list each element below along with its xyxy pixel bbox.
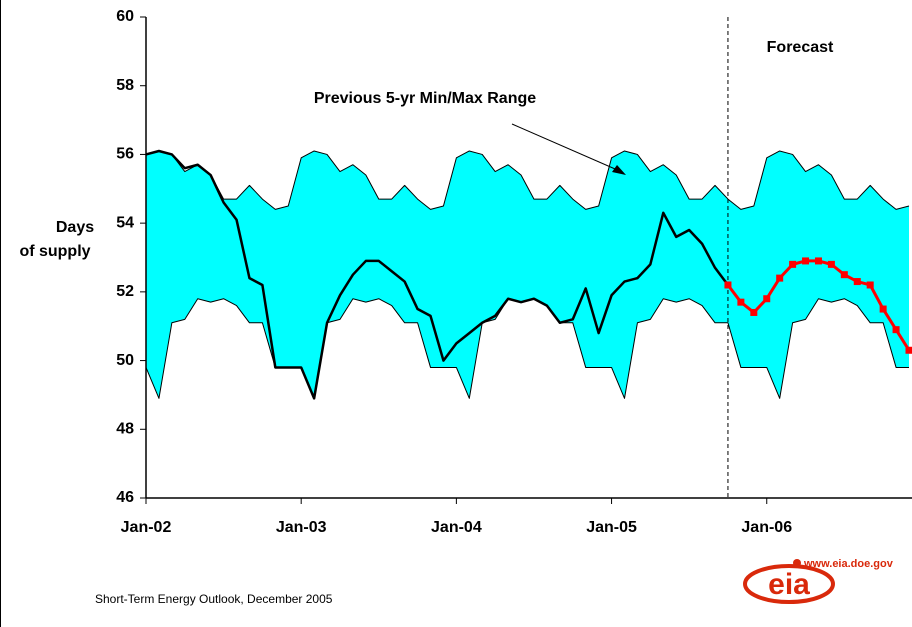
x-tick-label: Jan-02 [121, 519, 172, 536]
y-tick-label: 46 [116, 489, 134, 506]
annotation-arrow [511, 123, 623, 173]
forecast-label: Forecast [767, 39, 834, 56]
logo-url: www.eia.doe.gov [803, 558, 894, 570]
series-marker [763, 295, 771, 303]
series-line [145, 149, 729, 400]
x-tick-label: Jan-06 [741, 519, 792, 536]
y-tick-label: 56 [116, 146, 134, 163]
y-label: of supply [19, 243, 90, 260]
x-tick-label: Jan-03 [276, 519, 327, 536]
series-marker [724, 281, 732, 289]
series-marker [802, 257, 810, 265]
y-tick-label: 50 [116, 352, 134, 369]
series-marker [866, 281, 874, 289]
series-marker [789, 260, 797, 268]
series-marker [827, 260, 835, 268]
series-marker [853, 278, 861, 286]
series-marker [840, 271, 848, 279]
series-marker [905, 346, 912, 354]
x-tick-label: Jan-05 [586, 519, 637, 536]
source: Short-Term Energy Outlook, December 2005 [95, 592, 333, 606]
range-max-line [145, 150, 910, 210]
logo-ring [743, 564, 835, 604]
plot: 46 48 50 52 54 56 58 60 Jan-02 Jan-03 Jan-04 Jan-05… [116, 8, 912, 536]
series-marker [737, 298, 745, 306]
range-annotation: Previous 5-yr Min/Max Range [314, 90, 536, 107]
y-tick-label: 58 [116, 77, 134, 94]
y-tick-label: 52 [116, 283, 134, 300]
y-tick-label: 54 [116, 214, 134, 231]
y-label: Days [56, 219, 94, 236]
series-marker [879, 305, 887, 313]
series-marker [814, 257, 822, 265]
series-marker [892, 326, 900, 334]
logo-text: eia [768, 568, 810, 601]
y-tick-label: 60 [116, 8, 134, 25]
range-fill [146, 150, 909, 399]
logo: www.eia.doe.gov eia [743, 558, 894, 604]
x-tick-label: Jan-04 [431, 519, 482, 536]
arrow-head [612, 165, 626, 175]
y-tick-label: 48 [116, 421, 134, 438]
series-marker [776, 274, 784, 282]
series-marker [750, 308, 758, 316]
